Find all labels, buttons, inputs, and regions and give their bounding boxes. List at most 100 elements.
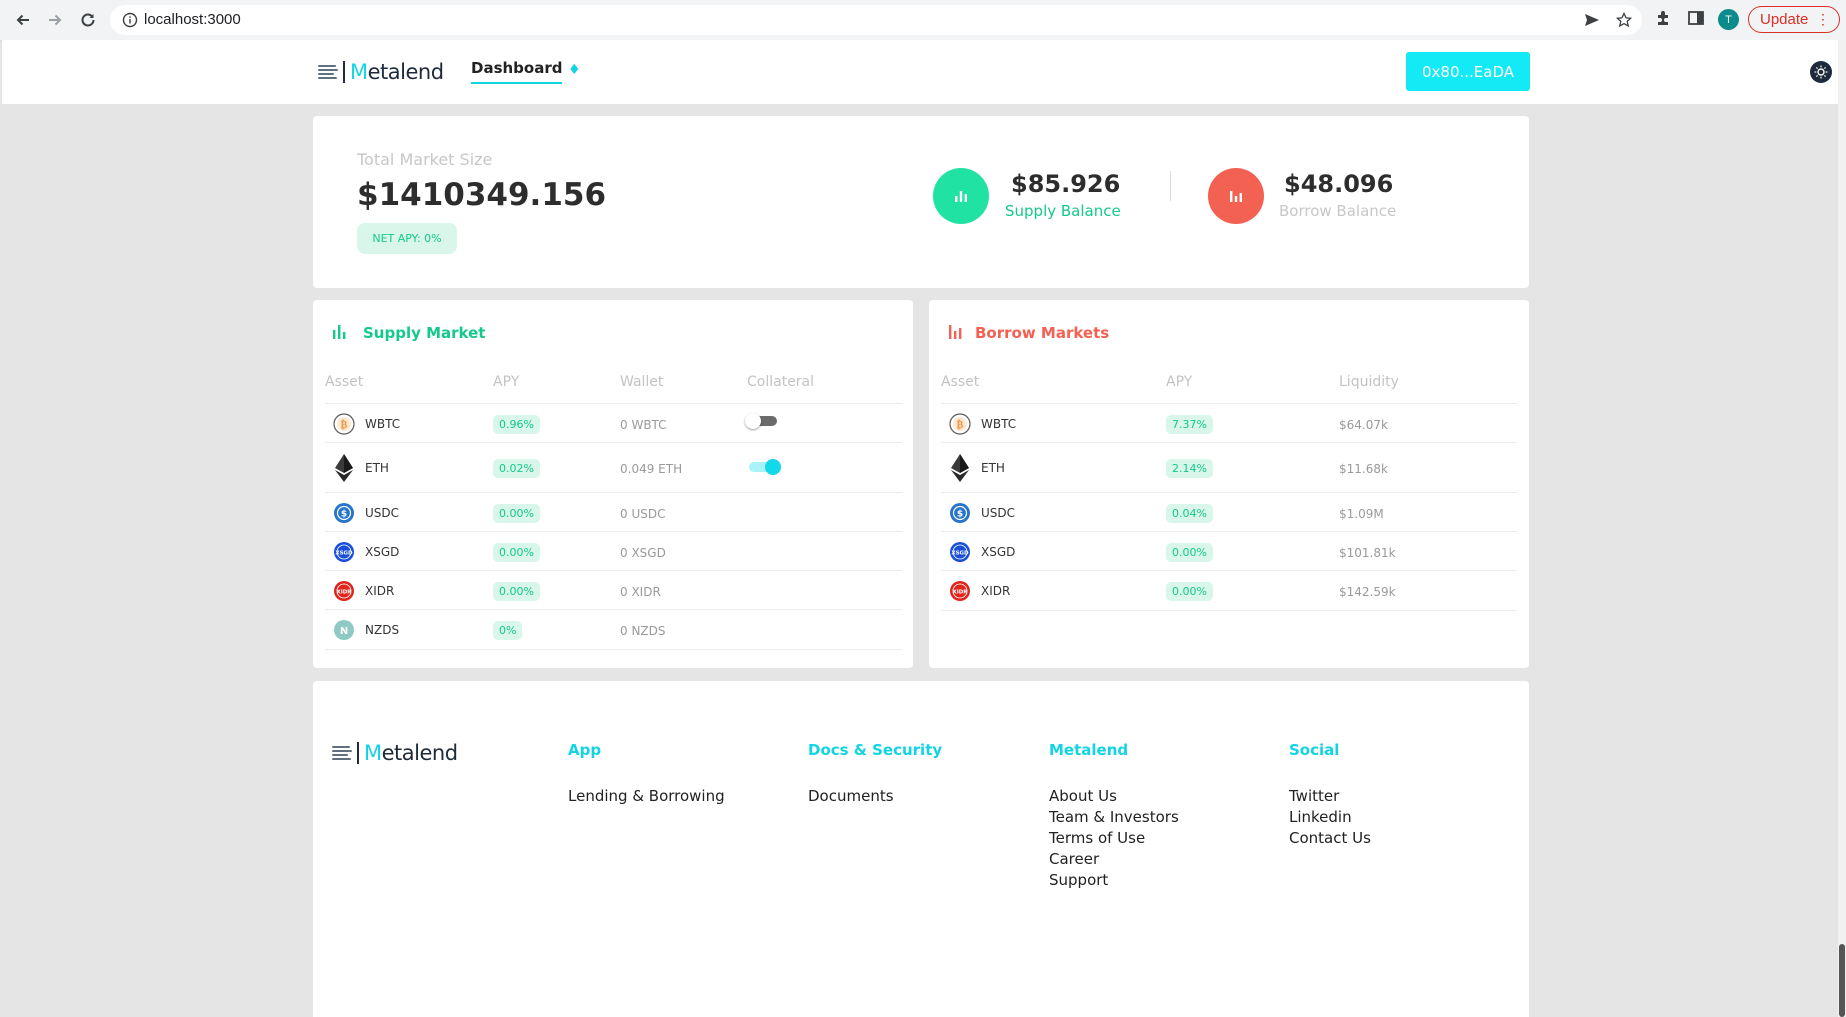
- nzds-icon: N: [333, 619, 355, 645]
- footer-col-title-social: Social: [1289, 741, 1340, 759]
- borrow-market-card: Borrow Markets Asset APY Liquidity ₿ WBT…: [929, 300, 1529, 668]
- wallet-balance: 0 XIDR: [620, 585, 661, 599]
- col-collateral: Collateral: [747, 374, 815, 390]
- table-row[interactable]: $ USDC 0.00% 0 USDC: [325, 492, 902, 532]
- supply-chart-icon: [933, 168, 989, 224]
- col-asset: Asset: [325, 374, 364, 390]
- table-row[interactable]: XIDR XIDR 0.00% 0 XIDR: [325, 570, 902, 610]
- asset-name: WBTC: [365, 417, 401, 431]
- col-wallet: Wallet: [620, 374, 664, 390]
- xsgd-icon: XSGD: [333, 541, 355, 567]
- collateral-toggle[interactable]: [745, 413, 777, 429]
- update-label: Update: [1760, 11, 1809, 28]
- supply-balance-label: Supply Balance: [1005, 202, 1121, 220]
- footer-link-contact-us[interactable]: Contact Us: [1289, 829, 1371, 847]
- metalend-logo[interactable]: Metalend: [318, 60, 444, 84]
- back-icon[interactable]: [11, 8, 35, 32]
- liquidity-value: $11.68k: [1339, 462, 1388, 476]
- table-row[interactable]: $ USDC 0.04% $1.09M: [941, 492, 1517, 532]
- bookmark-star-icon[interactable]: [1615, 11, 1633, 32]
- footer-link-linkedin[interactable]: Linkedin: [1289, 808, 1352, 826]
- update-button[interactable]: Update ⋮: [1748, 6, 1840, 33]
- supply-balance-value: $85.926: [1011, 170, 1121, 198]
- asset-name: XSGD: [981, 545, 1016, 559]
- forward-icon[interactable]: [43, 8, 67, 32]
- url-text[interactable]: localhost:3000: [144, 11, 241, 28]
- svg-text:₿: ₿: [341, 419, 348, 431]
- total-market-size-value: $1410349.156: [357, 177, 607, 213]
- more-vertical-icon: ⋮: [1816, 11, 1830, 27]
- footer-link-support[interactable]: Support: [1049, 871, 1109, 889]
- collateral-toggle[interactable]: [749, 459, 781, 475]
- table-row[interactable]: XIDR XIDR 0.00% $142.59k: [941, 570, 1517, 611]
- wallet-address-button[interactable]: 0x80...EaDA: [1406, 52, 1530, 91]
- supply-market-title: Supply Market: [363, 324, 486, 342]
- reload-icon[interactable]: [76, 8, 100, 32]
- svg-text:XIDR: XIDR: [952, 590, 968, 596]
- footer-link-team-investors[interactable]: Team & Investors: [1049, 808, 1179, 826]
- liquidity-value: $101.81k: [1339, 546, 1396, 560]
- profile-avatar[interactable]: T: [1718, 9, 1739, 30]
- footer-link-terms[interactable]: Terms of Use: [1049, 829, 1146, 847]
- wallet-balance: 0 XSGD: [620, 546, 666, 560]
- col-asset: Asset: [941, 374, 980, 390]
- eth-icon: [333, 454, 355, 486]
- table-row[interactable]: ETH 0.02% 0.049 ETH: [325, 442, 902, 493]
- apy-badge: 7.37%: [1166, 415, 1213, 434]
- side-panel-icon[interactable]: [1687, 9, 1705, 31]
- total-market-size-label: Total Market Size: [357, 150, 493, 169]
- site-info-icon[interactable]: [122, 12, 138, 32]
- xidr-icon: XIDR: [333, 580, 355, 606]
- nav-dashboard-tab[interactable]: Dashboard: [471, 59, 563, 84]
- footer-link-twitter[interactable]: Twitter: [1289, 787, 1340, 805]
- asset-name: USDC: [981, 506, 1016, 520]
- footer-link-career[interactable]: Career: [1049, 850, 1100, 868]
- page-scrollbar[interactable]: [1838, 40, 1846, 1017]
- table-row[interactable]: ₿ WBTC 7.37% $64.07k: [941, 403, 1517, 443]
- eth-icon: [949, 454, 971, 486]
- svg-text:₿: ₿: [957, 419, 964, 431]
- footer-link-documents[interactable]: Documents: [808, 787, 894, 805]
- svg-text:$: $: [341, 510, 347, 520]
- svg-text:XSGD: XSGD: [335, 551, 353, 557]
- net-apy-badge: NET APY: 0%: [357, 223, 457, 254]
- balance-divider: [1170, 171, 1171, 201]
- footer: Metalend App Lending & Borrowing Docs & …: [313, 681, 1529, 1017]
- xidr-icon: XIDR: [949, 580, 971, 606]
- liquidity-value: $64.07k: [1339, 418, 1388, 432]
- address-bar[interactable]: localhost:3000: [110, 5, 1642, 35]
- apy-badge: 0.96%: [493, 415, 540, 434]
- borrow-market-title: Borrow Markets: [975, 324, 1110, 342]
- extensions-puzzle-icon[interactable]: [1655, 9, 1673, 31]
- asset-name: NZDS: [365, 623, 400, 637]
- apy-badge: 0.02%: [493, 459, 540, 478]
- logo-text: Metalend: [350, 60, 444, 84]
- logo-mark-icon: [318, 64, 338, 80]
- footer-link-about-us[interactable]: About Us: [1049, 787, 1117, 805]
- wallet-balance: 0 USDC: [620, 507, 666, 521]
- apy-badge: 0.00%: [1166, 582, 1213, 601]
- apy-badge: 0.00%: [493, 543, 540, 562]
- app-header: Metalend Dashboard ♦ 0x80...EaDA: [2, 40, 1838, 104]
- table-row[interactable]: XSGD XSGD 0.00% $101.81k: [941, 531, 1517, 571]
- asset-name: USDC: [365, 506, 400, 520]
- send-icon[interactable]: [1584, 12, 1600, 32]
- table-row[interactable]: ₿ WBTC 0.96% 0 WBTC: [325, 403, 902, 443]
- col-apy: APY: [1166, 374, 1193, 390]
- wallet-balance: 0.049 ETH: [620, 462, 683, 476]
- table-row[interactable]: XSGD XSGD 0.00% 0 XSGD: [325, 531, 902, 571]
- apy-badge: 0.04%: [1166, 504, 1213, 523]
- svg-text:N: N: [340, 626, 348, 637]
- svg-text:XIDR: XIDR: [336, 590, 352, 596]
- col-liquidity: Liquidity: [1339, 374, 1399, 390]
- table-row[interactable]: N NZDS 0% 0 NZDS: [325, 609, 902, 650]
- svg-text:XSGD: XSGD: [951, 551, 969, 557]
- footer-metalend-logo[interactable]: Metalend: [332, 741, 458, 765]
- wbtc-icon: ₿: [949, 413, 971, 439]
- scrollbar-thumb[interactable]: [1839, 944, 1845, 1017]
- liquidity-value: $142.59k: [1339, 585, 1396, 599]
- theme-toggle-sun-icon[interactable]: [1810, 61, 1832, 83]
- footer-link-lending-borrowing[interactable]: Lending & Borrowing: [568, 787, 725, 805]
- wbtc-icon: ₿: [333, 413, 355, 439]
- table-row[interactable]: ETH 2.14% $11.68k: [941, 442, 1517, 493]
